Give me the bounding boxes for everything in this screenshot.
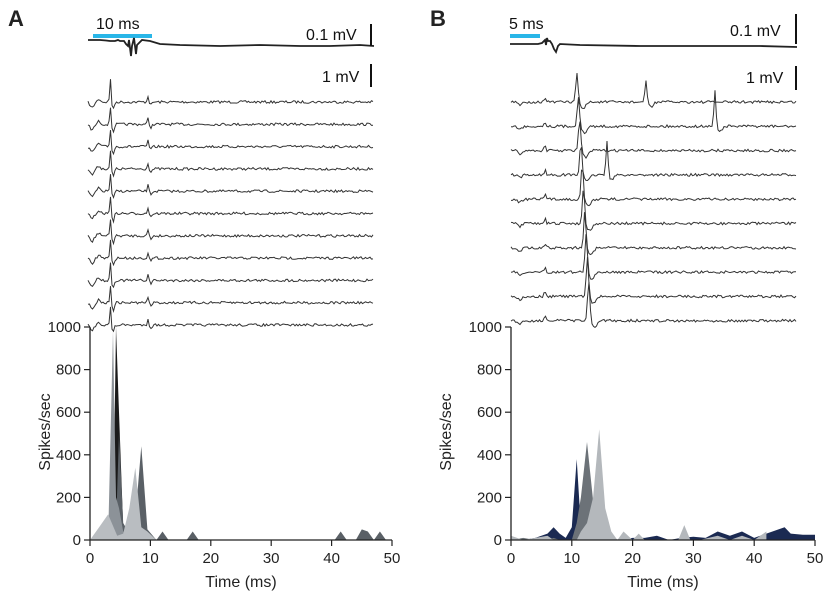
psth-areas <box>90 327 386 540</box>
y-tick-label: 200 <box>56 489 81 506</box>
psth-series-area <box>511 459 815 540</box>
time-scale-label: 10 ms <box>96 16 140 33</box>
sweep-trace <box>511 234 796 279</box>
avg-voltage-scale-label: 0.1 mV <box>730 23 781 40</box>
psth-areas <box>511 429 815 540</box>
x-tick-label: 40 <box>323 550 340 567</box>
panel-a: A 10 ms 0.1 mV 1 mV 0 200 400 600 800 1000 0 1… <box>8 6 400 591</box>
sweep-trace <box>88 151 373 176</box>
average-trace: 0.1 mV <box>510 14 797 52</box>
time-scale-label: 5 ms <box>509 16 544 33</box>
y-tick-label: 800 <box>477 362 502 379</box>
x-tick-label: 0 <box>86 550 94 567</box>
sweep-trace <box>88 240 373 265</box>
sweep-trace <box>88 286 373 311</box>
y-tick-label: 600 <box>477 404 502 421</box>
psth-axes <box>511 327 815 540</box>
x-tick-label: 20 <box>624 550 641 567</box>
y-axis-title: Spikes/sec <box>37 393 54 470</box>
x-tick-label: 10 <box>142 550 159 567</box>
y-axis-ticks: 0 200 400 600 800 1000 <box>469 319 511 549</box>
x-tick-label: 10 <box>563 550 580 567</box>
psth-series-area <box>108 331 386 540</box>
trace-voltage-scale-label: 1 mV <box>322 69 360 86</box>
sweep-trace <box>88 108 373 132</box>
sweep-trace <box>511 90 796 133</box>
sweep-trace <box>88 220 373 244</box>
sweep-trace <box>511 141 796 181</box>
x-tick-label: 30 <box>263 550 280 567</box>
psth-series-area <box>108 327 386 540</box>
raw-traces <box>511 73 796 327</box>
psth-series-area <box>511 429 766 540</box>
y-tick-label: 1000 <box>48 319 81 336</box>
sweep-trace <box>88 174 373 197</box>
x-tick-label: 0 <box>507 550 515 567</box>
sweep-trace <box>88 307 373 331</box>
y-tick-label: 400 <box>56 447 81 464</box>
x-tick-label: 40 <box>746 550 763 567</box>
sweep-trace <box>88 130 373 154</box>
y-tick-label: 400 <box>477 447 502 464</box>
sweep-trace <box>88 197 373 222</box>
x-tick-label: 50 <box>807 550 824 567</box>
y-tick-label: 600 <box>56 404 81 421</box>
time-scale-bar: 5 ms <box>509 16 544 36</box>
psth-series-area <box>108 434 386 541</box>
x-tick-label: 20 <box>202 550 219 567</box>
sweep-trace <box>88 263 373 288</box>
sweep-trace <box>511 257 796 303</box>
y-tick-label: 0 <box>73 532 81 549</box>
average-waveform <box>510 38 797 52</box>
y-tick-label: 200 <box>477 489 502 506</box>
panel-letter: B <box>430 6 446 31</box>
trace-voltage-scale: 1 mV <box>746 66 796 90</box>
time-scale-bar: 10 ms <box>93 16 152 36</box>
avg-voltage-scale-label: 0.1 mV <box>306 27 357 44</box>
sweep-trace <box>511 191 796 231</box>
psth-series-area <box>511 442 815 540</box>
psth-chart-b: 0 200 400 600 800 1000 0 10 20 30 40 50 Spikes/sec… <box>438 319 823 591</box>
panel-letter: A <box>8 6 24 31</box>
trace-voltage-scale-label: 1 mV <box>746 70 784 87</box>
panel-b: B 5 ms 0.1 mV 1 mV 0 200 400 600 800 1000 0 10… <box>430 6 823 591</box>
y-axis-title: Spikes/sec <box>438 393 455 470</box>
x-axis-ticks: 0 10 20 30 40 50 <box>86 540 401 567</box>
y-tick-label: 0 <box>494 532 502 549</box>
x-axis-ticks: 0 10 20 30 40 50 <box>507 540 824 567</box>
y-tick-label: 800 <box>56 362 81 379</box>
x-tick-label: 30 <box>685 550 702 567</box>
x-axis-title: Time (ms) <box>205 574 276 591</box>
x-axis-title: Time (ms) <box>627 574 698 591</box>
trace-voltage-scale: 1 mV <box>322 64 371 87</box>
psth-series-area <box>90 468 386 540</box>
x-tick-label: 50 <box>384 550 401 567</box>
sweep-trace <box>511 282 796 327</box>
y-tick-label: 1000 <box>469 319 502 336</box>
psth-chart-a: 0 200 400 600 800 1000 0 10 20 30 40 50 Spikes/sec… <box>37 319 400 591</box>
raw-traces <box>88 79 373 331</box>
sweep-trace <box>511 212 796 254</box>
